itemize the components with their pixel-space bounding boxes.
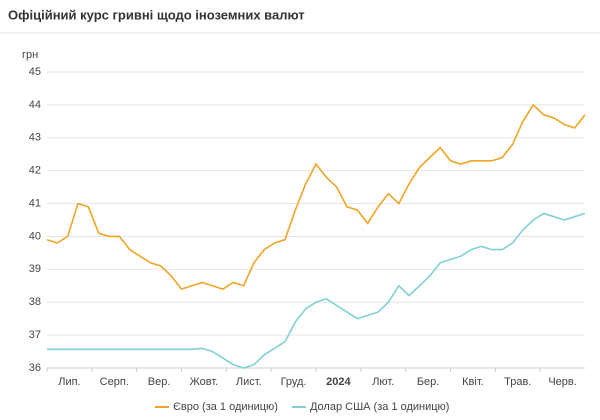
y-tick-label: 37 <box>29 329 41 341</box>
x-tick-label: Вер. <box>148 376 171 388</box>
legend-label: Долар США (за 1 одиницю) <box>310 401 450 413</box>
x-tick-label: Черв. <box>548 376 576 388</box>
y-tick-label: 40 <box>29 230 41 242</box>
x-tick-label: Груд. <box>281 376 307 388</box>
x-tick-label: 2024 <box>326 376 351 388</box>
x-tick-label: Жовт. <box>190 376 219 388</box>
y-tick-label: 45 <box>29 66 41 78</box>
series-line <box>47 212 586 369</box>
x-tick-label: Бер. <box>417 376 440 388</box>
x-tick-label: Лют. <box>372 376 394 388</box>
y-tick-label: 43 <box>29 132 41 144</box>
x-tick-label: Трав. <box>504 376 531 388</box>
y-tick-label: 42 <box>29 165 41 177</box>
y-tick-label: 39 <box>29 263 41 275</box>
chart-title: Офіційний курс гривні щодо іноземних вал… <box>8 7 305 22</box>
y-tick-label: 41 <box>29 197 41 209</box>
x-tick-label: Квіт. <box>462 376 484 388</box>
x-tick-label: Лист. <box>236 376 262 388</box>
x-tick-label: Серп. <box>100 376 129 388</box>
y-axis-label: грн <box>22 49 38 61</box>
series-line <box>46 103 586 291</box>
y-tick-label: 38 <box>29 296 41 308</box>
legend-label: Євро (за 1 одиницю) <box>173 401 278 413</box>
y-tick-label: 44 <box>29 99 41 111</box>
x-tick-label: Лип. <box>58 376 80 388</box>
y-tick-label: 36 <box>29 362 41 374</box>
